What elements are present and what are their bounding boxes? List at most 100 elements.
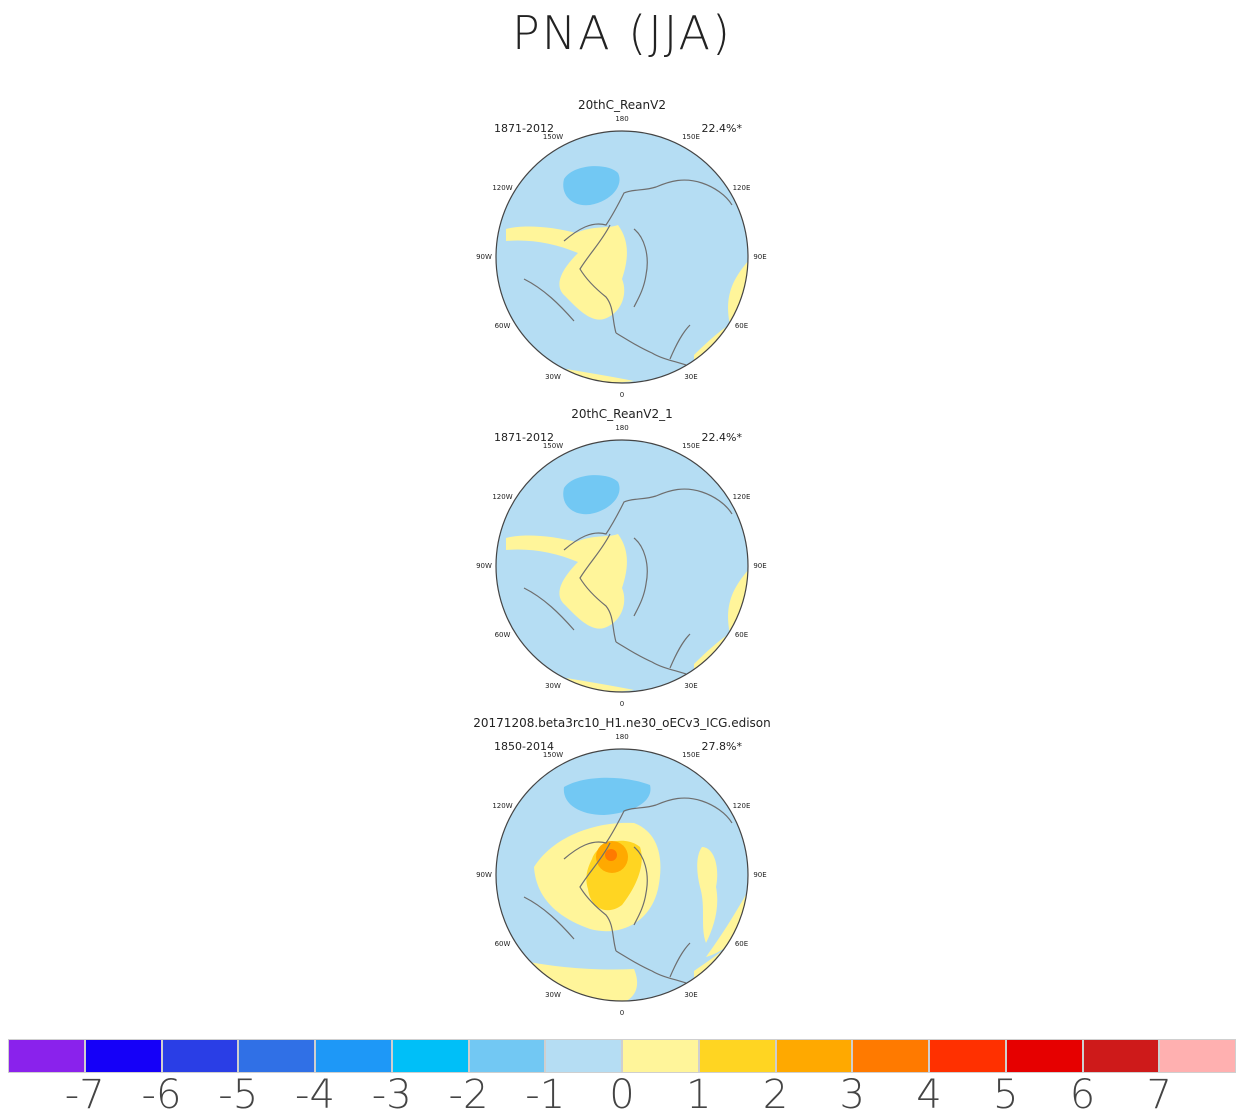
longitude-label: 150W	[542, 442, 564, 451]
longitude-label: 60E	[734, 631, 749, 639]
colorbar-tick-label: -1	[525, 1072, 566, 1118]
longitude-label: 90E	[753, 253, 767, 261]
polar-map	[495, 130, 749, 384]
colorbar-swatch	[315, 1039, 392, 1073]
negative-anomaly-region	[563, 475, 620, 515]
panel-title: 20thC_ReanV2_1	[571, 407, 673, 421]
coastline	[669, 942, 691, 978]
colorbar-tick-label: -3	[371, 1072, 412, 1118]
colorbar-swatch	[545, 1039, 622, 1073]
coastline	[579, 224, 617, 334]
panel-variance: 27.8%*	[701, 740, 742, 753]
colorbar-swatch	[84, 1039, 162, 1073]
coastline	[669, 633, 691, 669]
colorbar-tick-label: -2	[448, 1072, 489, 1118]
longitude-label: 30E	[684, 681, 698, 690]
longitude-label: 90W	[476, 871, 492, 879]
longitude-label: 180	[615, 115, 629, 123]
coastline	[523, 278, 575, 322]
longitude-label: 60W	[494, 940, 511, 948]
coastline	[563, 488, 733, 551]
map-panel-2: 20thC_ReanV2_1 1871-2012 22.4%* 180 150E 1…	[422, 407, 822, 708]
longitude-label: 90W	[476, 253, 492, 261]
panel-period: 1850-2014	[494, 740, 554, 753]
coastline	[523, 896, 575, 940]
longitude-label: 90E	[753, 871, 767, 879]
positive-anomaly-region	[506, 534, 627, 629]
map-panel-1: 20thC_ReanV2 1871-2012 22.4%* 180 150E 120…	[422, 98, 822, 399]
colorbar	[8, 1039, 1236, 1073]
longitude-label: 150E	[682, 442, 700, 451]
coastline	[615, 641, 687, 675]
positive-anomaly-region	[524, 961, 638, 1001]
coastline	[523, 587, 575, 631]
colorbar-tick-label: -5	[218, 1072, 259, 1118]
longitude-label: 90W	[476, 562, 492, 570]
colorbar-tick-label: 6	[1069, 1072, 1096, 1118]
coastline	[579, 533, 617, 643]
negative-anomaly-region	[563, 166, 620, 206]
map-boundary	[495, 130, 749, 384]
longitude-label: 120W	[492, 184, 513, 192]
colorbar-tick-label: 4	[916, 1072, 942, 1118]
longitude-label: 30W	[545, 990, 561, 999]
longitude-label: 150W	[542, 133, 564, 142]
longitude-label: 30W	[545, 681, 561, 690]
colorbar-swatch	[622, 1039, 699, 1073]
longitude-label: 120E	[732, 184, 751, 192]
longitude-label: 30E	[684, 990, 698, 999]
anomaly-field	[496, 440, 748, 692]
panel-variance: 22.4%*	[701, 122, 742, 135]
colorbar-swatch	[8, 1039, 85, 1073]
longitude-label: 120E	[732, 493, 751, 501]
coastline	[669, 324, 691, 360]
colorbar-swatch	[161, 1039, 239, 1073]
colorbar-tick-label: 3	[839, 1072, 865, 1118]
longitude-label: 180	[615, 424, 629, 432]
colorbar-swatch	[391, 1039, 469, 1073]
positive-anomaly-peak	[605, 849, 617, 861]
colorbar-tick-label: -7	[64, 1072, 105, 1118]
longitude-label: 150W	[542, 751, 564, 760]
coastline	[633, 846, 648, 926]
panel-period: 1871-2012	[494, 122, 554, 135]
colorbar-tick-label: -4	[295, 1072, 335, 1118]
longitude-label: 60W	[494, 631, 511, 639]
longitude-label: 120E	[732, 802, 751, 810]
longitude-label: 120W	[492, 802, 513, 810]
longitude-label: 0	[619, 700, 625, 708]
coastline	[579, 842, 617, 952]
colorbar-swatch	[775, 1039, 853, 1073]
longitude-label: 90E	[753, 562, 767, 570]
colorbar-tick-label: 1	[686, 1072, 712, 1118]
positive-anomaly-region	[697, 847, 718, 943]
longitude-label: 180	[615, 733, 629, 741]
longitude-label: 0	[619, 391, 625, 399]
coastline	[633, 537, 648, 617]
colorbar-tick-label: 0	[609, 1072, 635, 1118]
longitude-label: 30W	[545, 372, 561, 381]
coastline	[633, 228, 648, 308]
polar-map	[495, 439, 749, 693]
longitude-label: 0	[619, 1009, 625, 1017]
anomaly-field	[496, 131, 748, 383]
panel-title: 20thC_ReanV2	[578, 98, 666, 112]
longitude-label: 120W	[492, 493, 513, 501]
longitude-label: 150E	[682, 751, 700, 760]
map-boundary	[495, 748, 749, 1002]
coastline	[563, 797, 733, 860]
positive-anomaly-region	[728, 568, 748, 634]
positive-anomaly-region	[566, 678, 634, 692]
colorbar-tick-label: -6	[141, 1072, 182, 1118]
longitude-label: 30E	[684, 372, 698, 381]
longitude-label: 60E	[734, 322, 749, 330]
map-panel-3: 20171208.beta3rc10_H1.ne30_oECv3_ICG.edi…	[422, 716, 822, 1017]
coastline	[615, 950, 687, 984]
panel-variance: 22.4%*	[701, 431, 742, 444]
colorbar-swatch	[698, 1039, 776, 1073]
panel-title: 20171208.beta3rc10_H1.ne30_oECv3_ICG.edi…	[473, 716, 771, 730]
negative-anomaly-region	[563, 777, 651, 815]
polar-map	[495, 748, 749, 1002]
coastline	[563, 179, 733, 242]
anomaly-field	[496, 749, 748, 1001]
